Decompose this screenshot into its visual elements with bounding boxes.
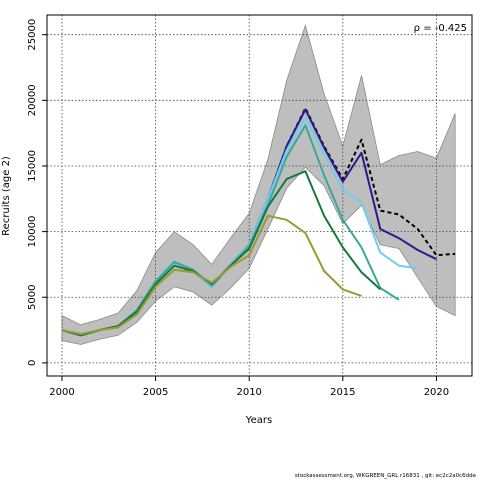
confidence-band-layer bbox=[61, 24, 456, 345]
y-axis-title: Recruits (age 2) bbox=[1, 156, 12, 236]
y-tick-label: 25000 bbox=[27, 19, 38, 51]
x-tick-label: 2020 bbox=[424, 387, 449, 398]
y-tick-label: 15000 bbox=[27, 150, 38, 182]
axes-layer: 2000 2005 2010 2015 2020 0 5000 10000 15000 20000… bbox=[27, 14, 473, 398]
x-tick-label: 2010 bbox=[236, 387, 261, 398]
footer-credit: stockassessment.org, WKGREEN_GRL r16831 … bbox=[294, 473, 476, 479]
series-line-6 bbox=[61, 214, 362, 335]
x-tick-label: 2000 bbox=[49, 387, 74, 398]
grid-layer bbox=[47, 15, 472, 376]
confidence-band bbox=[61, 24, 456, 345]
series-layer bbox=[61, 107, 456, 337]
y-tick-label: 10000 bbox=[27, 216, 38, 248]
x-tick-label: 2005 bbox=[143, 387, 168, 398]
x-axis-title: Years bbox=[245, 415, 272, 426]
y-tick-label: 20000 bbox=[27, 84, 38, 116]
x-tick-label: 2015 bbox=[330, 387, 355, 398]
plot-frame bbox=[46, 14, 473, 377]
y-tick-label: 5000 bbox=[27, 285, 38, 310]
y-tick-label: 0 bbox=[27, 360, 38, 366]
rho-annotation: ρ = -0.425 bbox=[414, 23, 467, 34]
